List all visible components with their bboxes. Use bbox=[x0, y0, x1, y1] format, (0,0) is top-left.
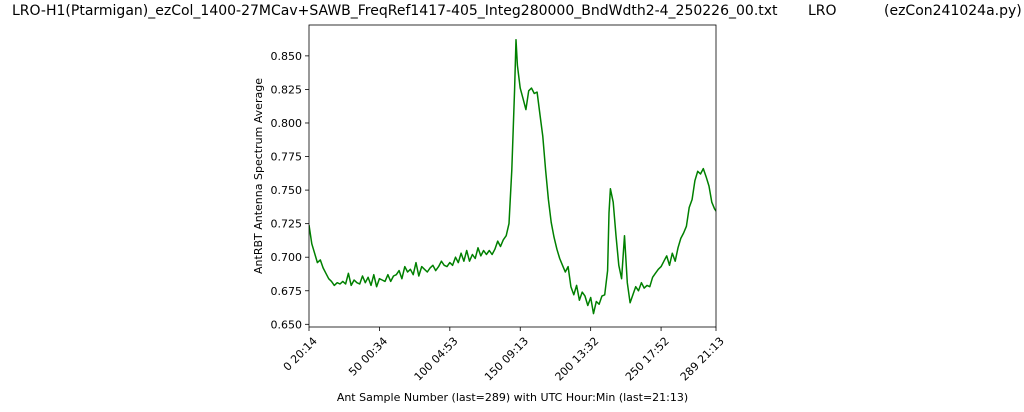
x-tick-label: 200 13:32 bbox=[553, 335, 602, 384]
x-axis: 0 20:14 50 00:34 100 04:53 150 09:13 200 13:… bbox=[281, 327, 727, 384]
x-tick-label: 150 09:13 bbox=[482, 335, 531, 384]
x-tick-label: 250 17:52 bbox=[623, 335, 672, 384]
chart-file-title: LRO-H1(Ptarmigan)_ezCol_1400-27MCav+SAWB… bbox=[12, 3, 778, 19]
series-line-0 bbox=[309, 39, 716, 315]
y-tick-label: 0.825 bbox=[271, 83, 303, 96]
y-tick-label: 0.775 bbox=[271, 151, 303, 164]
chart-site-label: LRO bbox=[808, 3, 837, 19]
x-axis-label: Ant Sample Number (last=289) with UTC Ho… bbox=[337, 391, 688, 404]
x-tick-label: 289 21:13 bbox=[678, 335, 727, 384]
x-tick-label: 50 00:34 bbox=[346, 335, 390, 379]
y-tick-label: 0.800 bbox=[271, 117, 303, 130]
y-tick-label: 0.725 bbox=[271, 218, 303, 231]
y-tick-label: 0.675 bbox=[271, 285, 303, 298]
chart-program-label: (ezCon241024a.py) bbox=[884, 3, 1022, 19]
y-axis-label: AntRBT Antenna Spectrum Average bbox=[252, 78, 265, 274]
x-tick-label: 0 20:14 bbox=[281, 335, 320, 374]
plot-frame bbox=[308, 24, 717, 328]
y-tick-label: 0.750 bbox=[271, 184, 303, 197]
y-tick-label: 0.650 bbox=[271, 318, 303, 331]
x-tick-label: 100 04:53 bbox=[412, 335, 461, 384]
y-tick-label: 0.700 bbox=[271, 251, 303, 264]
y-axis: 0.650 0.675 0.700 0.725 0.750 0.775 0.800 0.825… bbox=[271, 50, 309, 331]
y-tick-label: 0.850 bbox=[271, 50, 303, 63]
